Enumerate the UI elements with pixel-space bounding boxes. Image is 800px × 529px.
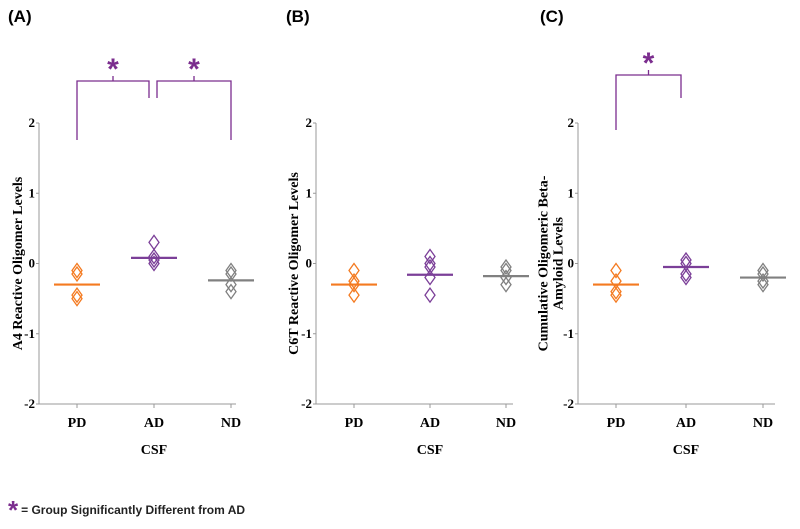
y-tick-label: 2 <box>306 115 313 130</box>
panel-label: (B) <box>286 7 310 26</box>
significance-bracket <box>156 80 232 140</box>
significance-star-icon: * <box>643 47 655 80</box>
data-point-ad <box>148 248 160 265</box>
y-tick-label: 0 <box>29 256 36 271</box>
data-point-pd <box>610 286 622 304</box>
x-tick-label: PD <box>607 416 626 431</box>
data-point-pd <box>610 262 622 279</box>
y-tick-label: 1 <box>29 185 36 200</box>
data-point-ad <box>148 234 160 251</box>
y-tick-label: -2 <box>24 396 35 411</box>
data-point-nd <box>757 265 769 283</box>
significance-bracket <box>76 80 150 140</box>
y-tick-label: -1 <box>301 326 312 341</box>
y-axis-label: Cumulative Oligomeric Beta- <box>537 175 552 351</box>
x-tick-label: PD <box>345 416 364 431</box>
y-tick-label: 2 <box>29 115 36 130</box>
y-tick-label: 1 <box>568 185 575 200</box>
data-point-nd <box>757 272 769 290</box>
y-axis-label: C6T Reactive Oligomer Levels <box>287 172 302 355</box>
y-tick-label: -2 <box>563 396 574 411</box>
data-point-pd <box>348 262 360 279</box>
y-tick-label: 1 <box>306 185 313 200</box>
panel-label: (A) <box>8 7 32 26</box>
y-axis-label: A4 Reactive Oligomer Levels <box>11 176 26 350</box>
x-tick-label: ND <box>221 416 241 431</box>
x-tick-label: AD <box>420 416 440 431</box>
x-tick-label: PD <box>68 416 87 431</box>
data-point-ad <box>424 269 436 286</box>
significance-bracket <box>615 74 682 130</box>
data-point-nd <box>500 276 512 293</box>
x-tick-label: AD <box>144 416 164 431</box>
data-point-ad <box>424 248 436 265</box>
data-point-ad <box>680 269 692 286</box>
legend: * = Group Significantly Different from A… <box>8 495 246 525</box>
y-tick-label: 2 <box>568 115 575 130</box>
significance-star-icon: * <box>188 53 200 86</box>
y-tick-label: -1 <box>24 326 35 341</box>
x-tick-label: ND <box>753 416 773 431</box>
y-tick-label: 0 <box>306 256 313 271</box>
data-point-nd <box>757 276 769 293</box>
data-point-ad <box>424 286 436 304</box>
x-tick-label: AD <box>676 416 696 431</box>
data-point-nd <box>225 283 237 300</box>
y-axis-label: Amyloid Levels <box>552 216 567 309</box>
data-point-nd <box>500 258 512 276</box>
data-point-pd <box>348 276 360 293</box>
data-point-pd <box>71 265 83 283</box>
data-point-pd <box>71 290 83 307</box>
data-point-nd <box>225 276 237 293</box>
significance-star-icon: * <box>107 53 119 86</box>
data-point-ad <box>680 265 692 283</box>
x-axis-label: CSF <box>673 443 699 458</box>
significance-star-icon: * <box>8 495 19 525</box>
x-axis-label: CSF <box>417 443 443 458</box>
panel-label: (C) <box>540 7 564 26</box>
y-tick-label: -2 <box>301 396 312 411</box>
y-tick-label: -1 <box>563 326 574 341</box>
data-point-pd <box>610 283 622 300</box>
x-tick-label: ND <box>496 416 516 431</box>
data-point-pd <box>348 286 360 304</box>
x-axis-label: CSF <box>141 443 167 458</box>
data-point-pd <box>610 272 622 290</box>
data-point-pd <box>71 286 83 304</box>
data-point-ad <box>148 255 160 272</box>
data-point-pd <box>71 262 83 279</box>
legend-text: = Group Significantly Different from AD <box>21 503 246 517</box>
y-tick-label: 0 <box>568 256 575 271</box>
